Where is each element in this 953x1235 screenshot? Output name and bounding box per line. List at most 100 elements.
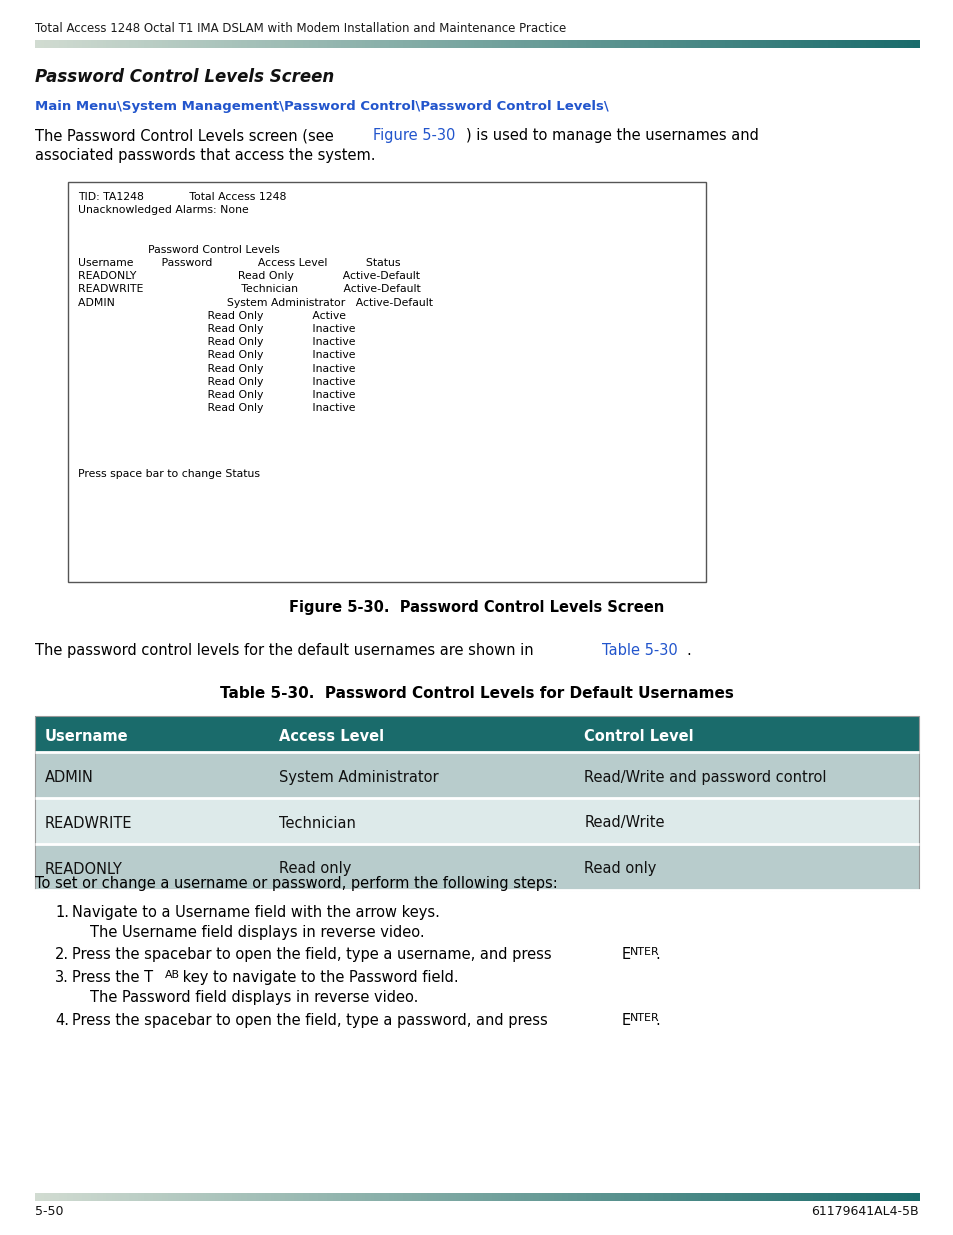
- Text: Access Level: Access Level: [279, 729, 384, 743]
- Bar: [565, 40, 568, 48]
- Bar: [176, 1193, 180, 1200]
- Bar: [168, 40, 171, 48]
- Text: Read/Write and password control: Read/Write and password control: [583, 769, 826, 784]
- Bar: [333, 40, 335, 48]
- Bar: [582, 1193, 586, 1200]
- Bar: [265, 1193, 268, 1200]
- Bar: [326, 40, 330, 48]
- Bar: [191, 1193, 194, 1200]
- Bar: [877, 1193, 881, 1200]
- Bar: [220, 1193, 224, 1200]
- Bar: [598, 1193, 600, 1200]
- Text: The password control levels for the default usernames are shown in: The password control levels for the defa…: [35, 643, 537, 658]
- Bar: [497, 1193, 500, 1200]
- Bar: [860, 40, 862, 48]
- Bar: [152, 1193, 156, 1200]
- Bar: [874, 1193, 878, 1200]
- Bar: [533, 1193, 536, 1200]
- Bar: [141, 1193, 144, 1200]
- Bar: [233, 1193, 235, 1200]
- Bar: [76, 40, 80, 48]
- Bar: [882, 40, 886, 48]
- Bar: [230, 1193, 233, 1200]
- Text: 1.: 1.: [55, 905, 69, 920]
- Bar: [765, 1193, 768, 1200]
- Bar: [415, 1193, 418, 1200]
- Bar: [223, 40, 227, 48]
- Bar: [317, 1193, 321, 1200]
- Bar: [114, 1193, 118, 1200]
- Bar: [512, 1193, 516, 1200]
- Bar: [323, 40, 327, 48]
- Bar: [582, 40, 586, 48]
- Bar: [806, 1193, 810, 1200]
- Bar: [368, 1193, 371, 1200]
- Bar: [155, 1193, 159, 1200]
- Bar: [400, 40, 403, 48]
- Bar: [382, 1193, 386, 1200]
- Bar: [320, 1193, 324, 1200]
- Bar: [426, 1193, 430, 1200]
- Bar: [268, 1193, 271, 1200]
- Text: Read Only              Inactive: Read Only Inactive: [78, 351, 355, 361]
- Bar: [288, 1193, 292, 1200]
- Bar: [791, 40, 795, 48]
- Text: Username        Password             Access Level           Status: Username Password Access Level Status: [78, 258, 400, 268]
- Bar: [88, 40, 91, 48]
- Text: The Username field displays in reverse video.: The Username field displays in reverse v…: [90, 925, 424, 940]
- Bar: [827, 1193, 830, 1200]
- Bar: [482, 1193, 486, 1200]
- Bar: [527, 40, 530, 48]
- Bar: [709, 1193, 713, 1200]
- Bar: [517, 1193, 521, 1200]
- Bar: [103, 1193, 106, 1200]
- Bar: [541, 40, 545, 48]
- Bar: [715, 1193, 719, 1200]
- Bar: [93, 1193, 97, 1200]
- Bar: [162, 40, 165, 48]
- Bar: [606, 1193, 610, 1200]
- Bar: [191, 40, 194, 48]
- Text: Unacknowledged Alarms: None: Unacknowledged Alarms: None: [78, 205, 249, 215]
- Bar: [874, 40, 878, 48]
- Bar: [212, 40, 215, 48]
- Bar: [82, 1193, 86, 1200]
- Bar: [465, 40, 468, 48]
- Bar: [630, 40, 633, 48]
- Bar: [627, 40, 630, 48]
- Bar: [395, 1193, 397, 1200]
- Bar: [515, 1193, 518, 1200]
- Text: ADMIN                                System Administrator   Active-Default: ADMIN System Administrator Active-Defaul…: [78, 298, 433, 308]
- Bar: [462, 1193, 465, 1200]
- Bar: [197, 1193, 200, 1200]
- Bar: [388, 40, 392, 48]
- Bar: [662, 1193, 665, 1200]
- Bar: [433, 1193, 436, 1200]
- Bar: [426, 40, 430, 48]
- Bar: [853, 1193, 857, 1200]
- Bar: [193, 1193, 197, 1200]
- Bar: [603, 1193, 606, 1200]
- Bar: [815, 40, 819, 48]
- Bar: [862, 1193, 865, 1200]
- Bar: [333, 1193, 335, 1200]
- Bar: [788, 1193, 792, 1200]
- Bar: [403, 1193, 406, 1200]
- Text: Total Access 1248 Octal T1 IMA DSLAM with Modem Installation and Maintenance Pra: Total Access 1248 Octal T1 IMA DSLAM wit…: [35, 22, 566, 35]
- Bar: [417, 1193, 421, 1200]
- Bar: [397, 40, 400, 48]
- Bar: [282, 1193, 286, 1200]
- Bar: [915, 1193, 919, 1200]
- Bar: [836, 1193, 839, 1200]
- Bar: [223, 1193, 227, 1200]
- Bar: [150, 1193, 153, 1200]
- Bar: [600, 40, 603, 48]
- Bar: [126, 40, 130, 48]
- Bar: [479, 40, 483, 48]
- Bar: [553, 1193, 557, 1200]
- Bar: [35, 716, 918, 752]
- Bar: [760, 40, 762, 48]
- Bar: [503, 40, 506, 48]
- Bar: [595, 1193, 598, 1200]
- Bar: [760, 1193, 762, 1200]
